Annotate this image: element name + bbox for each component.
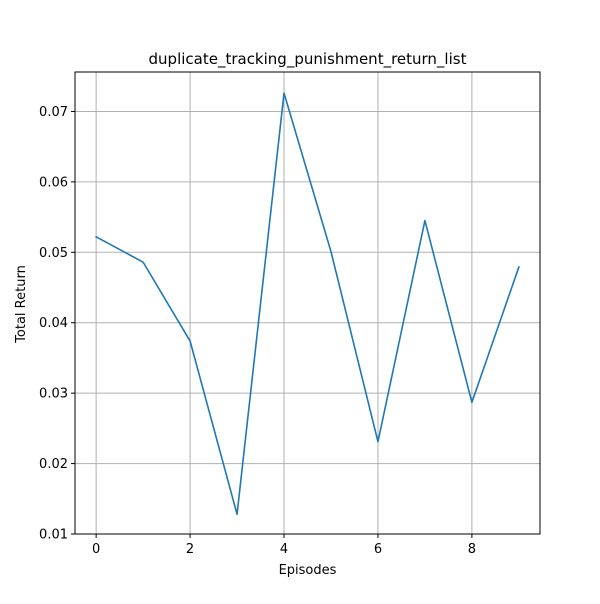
y-tick-label: 0.02 bbox=[39, 457, 68, 472]
x-axis-label: Episodes bbox=[279, 563, 337, 578]
y-axis-label: Total Return bbox=[14, 265, 29, 344]
y-tick-label: 0.05 bbox=[39, 246, 68, 261]
x-tick-label: 2 bbox=[186, 542, 194, 557]
x-tick-label: 0 bbox=[92, 542, 100, 557]
y-tick-label: 0.04 bbox=[39, 316, 68, 331]
y-tick-label: 0.06 bbox=[39, 175, 68, 190]
y-tick-label: 0.07 bbox=[39, 105, 68, 120]
x-tick-label: 8 bbox=[468, 542, 476, 557]
chart-title: duplicate_tracking_punishment_return_lis… bbox=[149, 50, 467, 69]
y-tick-label: 0.03 bbox=[39, 387, 68, 402]
x-tick-label: 4 bbox=[280, 542, 288, 557]
x-tick-label: 6 bbox=[374, 542, 382, 557]
y-tick-label: 0.01 bbox=[39, 528, 68, 543]
